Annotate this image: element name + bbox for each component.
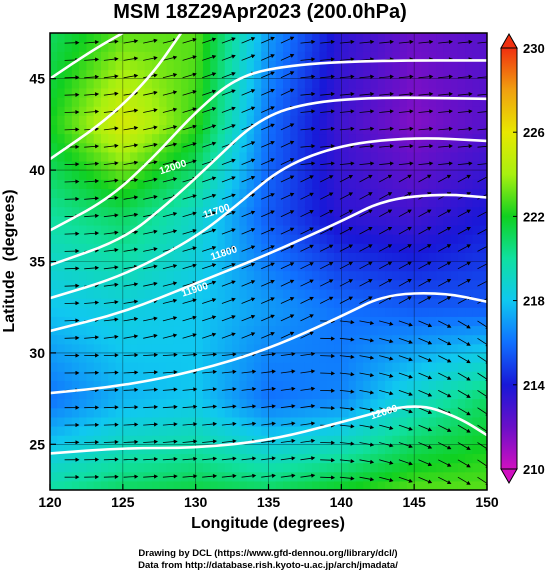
colorbar-top-arrow [501, 34, 517, 48]
colorbar-tick-label: 230 [523, 41, 545, 56]
colorbar-tick-label: 214 [523, 378, 545, 393]
y-tick-label: 45 [29, 71, 45, 87]
x-tick-label: 120 [38, 494, 62, 510]
x-tick-label: 130 [184, 494, 208, 510]
y-tick-label: 25 [29, 436, 45, 452]
colorbar-bottom-arrow [501, 469, 517, 483]
colorbar-gradient [501, 48, 517, 469]
x-tick-label: 125 [111, 494, 135, 510]
credit-line-1: Drawing by DCL (https://www.gfd-dennou.o… [138, 548, 397, 559]
y-tick-label: 40 [29, 162, 45, 178]
colorbar-tick-label: 222 [523, 209, 545, 224]
chart-title: MSM 18Z29Apr2023 (200.0hPa) [113, 1, 406, 23]
colorbar-tick-label: 218 [523, 294, 545, 309]
credit-line-2: Data from http://database.rish.kyoto-u.a… [138, 560, 398, 571]
colorbar-tick-label: 210 [523, 462, 545, 477]
y-tick-label: 30 [29, 345, 45, 361]
colorbar-tick-label: 226 [523, 125, 545, 140]
y-tick-label: 35 [29, 254, 45, 270]
x-axis-label: Longitude (degrees) [191, 515, 345, 532]
y-axis-label: Latitude (degrees) [1, 189, 18, 332]
colorbar: 210 214 218 222 226 230 [501, 34, 545, 483]
x-tick-label: 140 [330, 494, 354, 510]
x-tick-label: 135 [257, 494, 281, 510]
x-tick-label: 150 [475, 494, 499, 510]
x-tick-label: 145 [402, 494, 426, 510]
